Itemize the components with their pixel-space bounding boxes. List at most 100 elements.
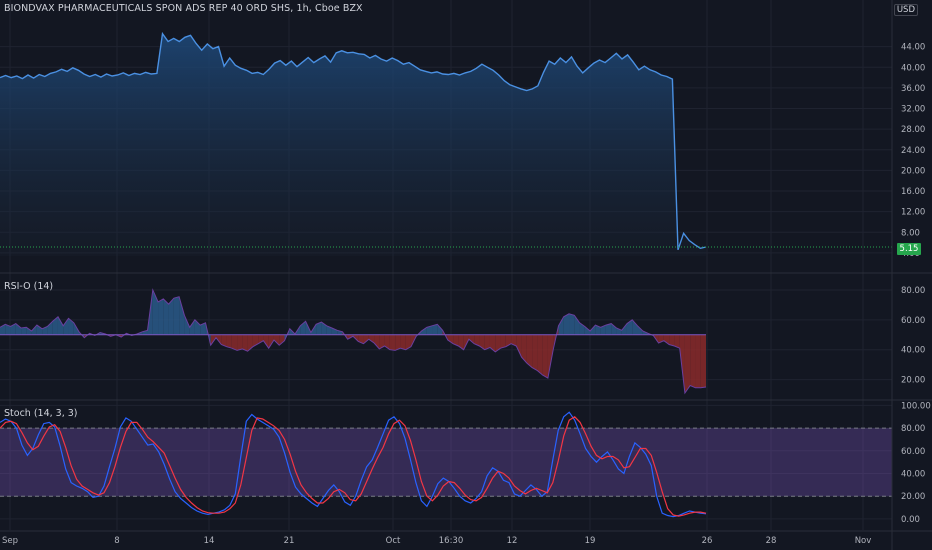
rsi-fill-segment	[379, 334, 385, 349]
last-price-badge: 5.15	[897, 243, 921, 255]
rsi-fill-segment	[511, 334, 517, 346]
rsi-fill-segment	[26, 327, 32, 335]
rsi-fill-segment	[532, 334, 538, 371]
rsi-fill-segment	[595, 325, 601, 335]
rsi-fill-segment	[637, 325, 643, 335]
rsi-fill-segment	[626, 319, 633, 335]
rsi-fill-segment	[173, 296, 180, 335]
stoch-band-fill	[0, 428, 892, 497]
rsi-fill-segment	[384, 334, 390, 350]
price-y-tick-label: 28.00	[901, 125, 925, 135]
x-tick-label: 28	[766, 536, 777, 546]
x-tick-label: 16:30	[439, 536, 464, 546]
rsi-fill-segment	[474, 334, 480, 346]
rsi-fill-segment	[632, 319, 638, 335]
stoch-y-tick-label: 100.00	[901, 401, 931, 411]
rsi-fill-segment	[395, 334, 401, 351]
stoch-y-tick-label: 40.00	[901, 470, 925, 480]
price-y-tick-label: 40.00	[901, 63, 925, 73]
rsi-fill-segment	[421, 327, 427, 335]
price-line	[0, 31, 707, 251]
x-tick-label: Oct	[386, 536, 401, 546]
price-y-tick-label: 16.00	[901, 187, 925, 197]
x-tick-label: 19	[585, 536, 596, 546]
rsi-fill-segment	[389, 334, 396, 351]
stoch-band	[0, 427, 892, 497]
stoch-y-tick-label: 20.00	[901, 492, 925, 502]
rsi-fill-segment	[516, 334, 522, 358]
rsi-fill-segment	[242, 334, 248, 352]
rsi-fill-segment	[57, 316, 64, 335]
rsi-fill-segment	[547, 334, 554, 379]
rsi-fill-segment	[189, 319, 195, 335]
rsi-fill-segment	[684, 334, 691, 394]
rsi-fill-segment	[31, 325, 37, 335]
rsi-panel	[0, 288, 707, 395]
rsi-fill-segment	[374, 334, 380, 349]
rsi-fill-segment	[437, 324, 443, 335]
rsi-fill-segment	[158, 298, 164, 335]
price-axis: 4.008.0012.0016.0020.0024.0028.0032.0036…	[901, 43, 931, 525]
rsi-fill-segment	[237, 334, 243, 351]
rsi-fill-segment	[268, 334, 274, 349]
rsi-fill-segment	[152, 289, 159, 335]
rsi-fill-segment	[590, 325, 596, 335]
rsi-fill-segment	[479, 334, 485, 350]
rsi-fill-segment	[468, 334, 475, 344]
stoch-indicator-label[interactable]: Stoch (14, 3, 3)	[4, 408, 78, 419]
price-area-fill	[0, 33, 706, 257]
rsi-fill-segment	[537, 334, 543, 376]
rsi-fill-segment	[200, 322, 206, 335]
rsi-fill-segment	[663, 334, 670, 345]
rsi-fill-segment	[168, 298, 174, 335]
rsi-fill-segment	[574, 315, 580, 335]
rsi-fill-segment	[52, 316, 58, 335]
rsi-fill-segment	[226, 334, 232, 349]
rsi-fill-segment	[252, 334, 259, 347]
rsi-fill-segment	[526, 334, 533, 368]
rsi-fill-segment	[674, 334, 680, 349]
stoch-y-tick-label: 0.00	[901, 515, 920, 525]
rsi-fill-segment	[163, 298, 169, 335]
rsi-fill-segment	[700, 334, 706, 388]
rsi-fill-segment	[400, 334, 406, 350]
rsi-fill-segment	[5, 324, 11, 335]
rsi-fill-segment	[63, 318, 69, 335]
rsi-fill-segment	[495, 334, 501, 352]
rsi-fill-segment	[363, 334, 369, 344]
rsi-fill-segment	[263, 334, 269, 349]
price-y-tick-label: 24.00	[901, 146, 925, 156]
rsi-indicator-label[interactable]: RSI-O (14)	[4, 281, 54, 292]
rsi-y-tick-label: 80.00	[901, 286, 925, 296]
symbol-title: BIONDVAX PHARMACEUTICALS SPON ADS REP 40…	[4, 3, 363, 14]
rsi-fill-segment	[36, 325, 43, 335]
rsi-fill-segment	[426, 325, 433, 335]
rsi-fill-segment	[47, 321, 53, 335]
stoch-d-line	[0, 416, 707, 517]
rsi-fill-segment	[368, 334, 375, 343]
rsi-fill-segment	[432, 324, 438, 335]
rsi-fill-segment	[484, 334, 490, 350]
rsi-fill-segment	[695, 334, 701, 388]
currency-button[interactable]: USD	[893, 4, 918, 16]
x-tick-label: Nov	[855, 536, 872, 546]
time-axis: Sep 8 14 21 Oct 16:30 12 19 26 28 Nov	[2, 536, 871, 546]
price-panel	[0, 31, 892, 257]
rsi-fill-segment	[316, 322, 322, 335]
rsi-fill-segment	[184, 315, 190, 335]
x-tick-label: Sep	[2, 536, 18, 546]
rsi-y-tick-label: 20.00	[901, 376, 925, 386]
price-y-tick-label: 20.00	[901, 166, 925, 176]
rsi-fill-segment	[358, 334, 364, 344]
rsi-line	[0, 288, 707, 395]
price-y-tick-label: 8.00	[901, 228, 920, 238]
x-tick-label: 21	[284, 536, 295, 546]
rsi-fill-segment	[542, 334, 548, 379]
rsi-fill-segment	[453, 334, 459, 346]
rsi-fill-segment	[279, 334, 285, 346]
rsi-fill-segment	[605, 323, 612, 335]
x-tick-label: 12	[507, 536, 518, 546]
rsi-fill-segment	[569, 313, 575, 335]
rsi-fill-segment	[489, 334, 496, 352]
